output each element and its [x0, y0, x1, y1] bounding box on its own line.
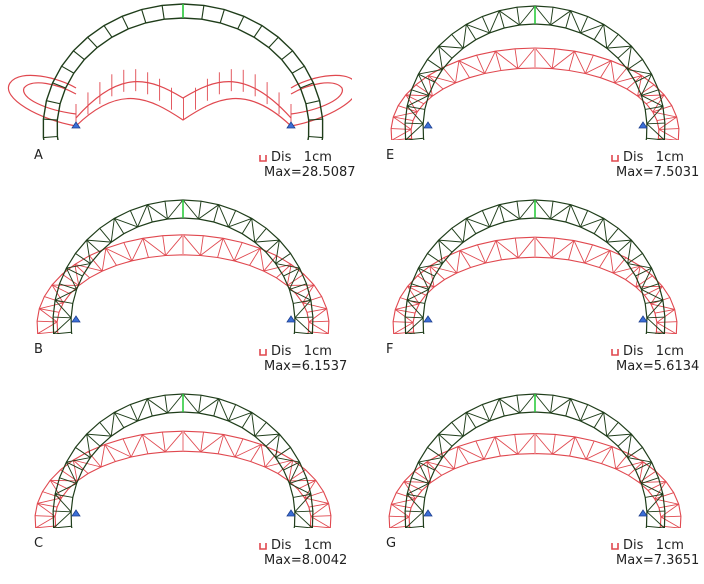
- legend-max: Max=5.6134: [616, 359, 700, 374]
- support-left-icon: [423, 509, 433, 517]
- support-right-icon: [638, 315, 648, 323]
- structure-diagram-g: [388, 393, 682, 528]
- original-shape: [52, 199, 314, 334]
- legend-title: Dis 1cm: [271, 150, 332, 165]
- original-shape: [404, 199, 666, 334]
- legend-max: Max=7.3651: [616, 553, 700, 568]
- panel-g: G Dis 1cm Max=7.3651: [352, 388, 704, 582]
- panel-c: C Dis 1cm Max=8.0042: [0, 388, 352, 582]
- panel-a: A Dis 1cm Max=28.5087: [0, 0, 356, 194]
- displacement-legend: Dis 1cm Max=7.5031: [610, 150, 699, 180]
- deformed-shape: [7, 69, 352, 127]
- support-right-icon: [286, 121, 296, 129]
- displacement-legend: Dis 1cm Max=8.0042: [258, 538, 347, 568]
- legend-title: Dis 1cm: [623, 344, 684, 359]
- scale-bracket-icon: [259, 154, 267, 162]
- support-right-icon: [638, 121, 648, 129]
- legend-title: Dis 1cm: [271, 344, 332, 359]
- legend-title: Dis 1cm: [271, 538, 332, 553]
- original-shape: [52, 393, 314, 528]
- panel-label: F: [386, 342, 394, 357]
- legend-max: Max=6.1537: [264, 359, 348, 374]
- structure-diagram-a: [7, 3, 352, 140]
- support-left-icon: [71, 509, 81, 517]
- displacement-legend: Dis 1cm Max=7.3651: [610, 538, 699, 568]
- panel-label: B: [34, 342, 43, 357]
- support-left-icon: [71, 315, 81, 323]
- original-shape: [404, 5, 666, 140]
- displacement-legend: Dis 1cm Max=6.1537: [258, 344, 347, 374]
- deformed-shape: [392, 236, 678, 334]
- scale-bracket-icon: [611, 154, 619, 162]
- support-left-icon: [423, 315, 433, 323]
- original-shape: [42, 3, 324, 140]
- panel-label: G: [386, 536, 397, 551]
- scale-bracket-icon: [259, 348, 267, 356]
- panel-e: E Dis 1cm Max=7.5031: [352, 0, 704, 194]
- legend-max: Max=8.0042: [264, 553, 348, 568]
- support-left-icon: [423, 121, 433, 129]
- support-right-icon: [286, 315, 296, 323]
- deformed-shape: [388, 433, 682, 528]
- legend-max: Max=28.5087: [264, 165, 356, 180]
- support-right-icon: [286, 509, 296, 517]
- structure-diagram-c: [34, 393, 332, 528]
- original-shape: [404, 393, 666, 528]
- structure-diagram-f: [392, 199, 678, 334]
- structure-diagram-b: [36, 199, 330, 334]
- deformed-shape: [390, 47, 680, 140]
- displacement-legend: Dis 1cm Max=5.6134: [610, 344, 699, 374]
- legend-max: Max=7.5031: [616, 165, 700, 180]
- scale-bracket-icon: [259, 542, 267, 550]
- scale-bracket-icon: [611, 542, 619, 550]
- legend-title: Dis 1cm: [623, 538, 684, 553]
- deformed-shape: [34, 430, 332, 528]
- scale-bracket-icon: [611, 348, 619, 356]
- support-right-icon: [638, 509, 648, 517]
- panel-b: B Dis 1cm Max=6.1537: [0, 194, 352, 388]
- panel-label: A: [34, 148, 43, 163]
- structure-diagram-e: [390, 5, 680, 140]
- deformed-shape: [36, 234, 330, 334]
- support-left-icon: [71, 121, 81, 129]
- panel-f: F Dis 1cm Max=5.6134: [352, 194, 704, 388]
- panel-label: E: [386, 148, 395, 163]
- panel-label: C: [34, 536, 44, 551]
- legend-title: Dis 1cm: [623, 150, 684, 165]
- displacement-legend: Dis 1cm Max=28.5087: [258, 150, 356, 180]
